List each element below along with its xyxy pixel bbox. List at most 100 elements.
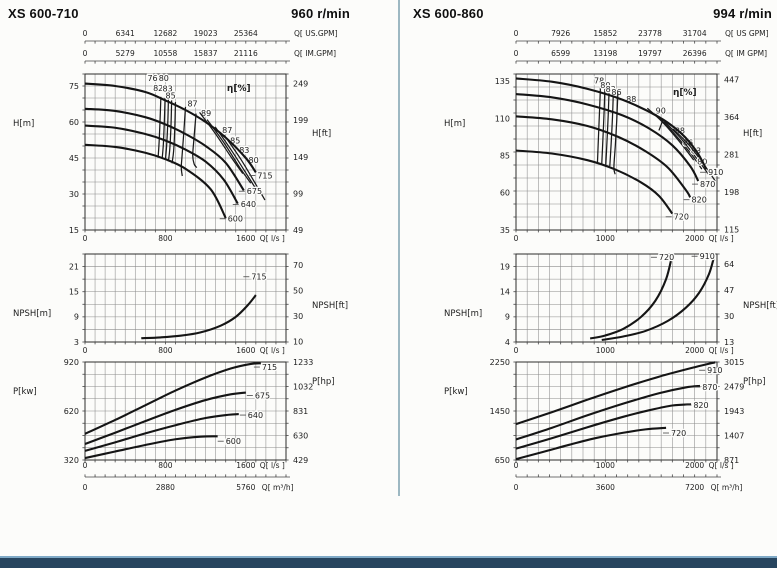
efficiency-label: 86: [611, 88, 621, 97]
x-axis-tick-label: 1600: [236, 234, 255, 243]
gpm-tick-label: 13198: [593, 49, 617, 58]
impeller-diameter-label: 715: [251, 273, 266, 282]
y-axis-tick-label: 920: [64, 358, 79, 367]
m3h-tick-label: 2880: [156, 483, 175, 492]
panel-right-header: XS 600-860 994 r/min: [413, 6, 772, 21]
y-axis-right-tick-label: 447: [724, 75, 739, 84]
pump-model-title: XS 600-710: [8, 6, 79, 21]
gpm-tick-label: 31704: [683, 29, 707, 38]
impeller-diameter-label: 720: [674, 213, 689, 222]
efficiency-contour: [180, 106, 187, 177]
impeller-diameter-label: 870: [702, 383, 717, 392]
x-axis-tick-label: 0: [514, 346, 519, 355]
im-gpm-axis: 0 6599 13198 19797 26396 Q[ IM GPM]: [514, 49, 767, 64]
y-axis-tick-label: 85: [500, 152, 510, 161]
y-axis-right-title: P[hp]: [743, 377, 766, 387]
gpm-tick-label: 19023: [194, 29, 218, 38]
y-axis-tick-label: 75: [69, 82, 79, 91]
gpm-tick-label: 15852: [593, 29, 617, 38]
y-axis-title: NPSH[m]: [444, 309, 482, 319]
pump-curve-chart: 0 6341 12682 19023 25364 Q[ US.GPM] 0 5279 10558…: [13, 29, 348, 492]
x-axis-tick-label: 0: [514, 461, 519, 470]
x-axis-tick-label: 2000: [685, 461, 704, 470]
efficiency-label: 76: [147, 74, 157, 83]
impeller-diameter-label: 720: [671, 429, 686, 438]
y-axis-right-title: NPSH[ft]: [743, 301, 777, 311]
impeller-diameter-label: 640: [241, 200, 256, 209]
pump-chart-panel-right: 0 7926 15852 23778 31704 Q[ US GPM] 0 6599 13198…: [400, 0, 777, 500]
y-axis-right-tick-label: 13: [724, 338, 734, 347]
gpm-unit-label: Q[ US GPM]: [725, 29, 769, 38]
head-chart: 35 60 85 110 135 115 198 281 364 447 H[m] H[ft] 0 100…: [444, 73, 762, 243]
us-gpm-axis: 0 7926 15852 23778 31704 Q[ US GPM]: [514, 29, 769, 44]
efficiency-label: 83: [606, 85, 616, 94]
im-gpm-axis: 0 5279 10558 15837 21116 Q[ IM.GPM]: [83, 49, 336, 64]
y-axis-tick-label: 620: [64, 407, 79, 416]
gpm-tick-label: 0: [514, 29, 519, 38]
x-axis-tick-label: 1600: [236, 461, 255, 470]
y-axis-right-tick-label: 49: [293, 226, 303, 235]
y-axis-right-title: H[ft]: [312, 129, 331, 139]
y-axis-right-tick-label: 249: [293, 80, 308, 89]
gpm-tick-label: 23778: [638, 29, 662, 38]
impeller-diameter-label: 640: [248, 411, 263, 420]
gpm-tick-label: 5279: [116, 49, 135, 58]
impeller-diameter-label: 910: [707, 366, 722, 375]
x-axis-tick-label: 800: [158, 461, 173, 470]
y-axis-right-tick-label: 1943: [724, 407, 744, 416]
impeller-diameter-label: 675: [247, 187, 262, 196]
gpm-tick-label: 6341: [116, 29, 135, 38]
pump-chart-panel-left: 0 6341 12682 19023 25364 Q[ US.GPM] 0 5279 10558…: [0, 0, 399, 500]
y-axis-right-tick-label: 3015: [724, 358, 744, 367]
m3h-unit-label: Q[ m³/h]: [262, 483, 294, 492]
x-axis-tick-label: 800: [158, 346, 173, 355]
x-axis-tick-label: 1000: [596, 346, 615, 355]
pump-curve-chart: 0 7926 15852 23778 31704 Q[ US GPM]0 6599 13198…: [444, 29, 777, 492]
impeller-diameter-label: 820: [693, 401, 708, 410]
y-axis-right-tick-label: 199: [293, 116, 308, 125]
efficiency-label: 85: [166, 91, 176, 100]
m3h-unit-label: Q[ m³/h]: [711, 483, 743, 492]
efficiency-contour: [171, 102, 177, 164]
x-axis-tick-label: 2000: [685, 346, 704, 355]
efficiency-label: 88: [626, 95, 636, 104]
y-axis-tick-label: 135: [495, 77, 510, 86]
y-axis-tick-label: 35: [500, 226, 510, 235]
power-chart: 320 620 920 429 630 831 1032 1233 P[kw] P[hp] 0 800…: [13, 358, 335, 470]
y-axis-right-tick-label: 1233: [293, 358, 313, 367]
impeller-diameter-label: 720: [659, 253, 674, 262]
efficiency-label: 83: [163, 84, 173, 93]
m3h-axis: 0 3600 7200 Q[ m³/h]: [514, 474, 743, 492]
efficiency-contour: [214, 126, 258, 191]
y-axis-tick-label: 19: [500, 262, 510, 271]
impeller-diameter-label: 870: [700, 180, 715, 189]
x-axis-tick-label: 0: [83, 234, 88, 243]
impeller-diameter-label: 600: [226, 437, 241, 446]
impeller-diameter-label: 910: [708, 168, 723, 177]
m3h-tick-label: 7200: [685, 483, 704, 492]
curve-720: [589, 256, 673, 340]
gpm-tick-label: 19797: [638, 49, 662, 58]
gpm-tick-label: 12682: [153, 29, 177, 38]
curve-820: [515, 403, 692, 450]
eta-percent-label: η[%]: [227, 84, 251, 94]
efficiency-label: 80: [249, 156, 259, 165]
efficiency-contour: [596, 87, 602, 163]
y-axis-right-tick-label: 149: [293, 153, 308, 162]
y-axis-tick-label: 650: [495, 456, 510, 465]
y-axis-right-title: P[hp]: [312, 377, 335, 387]
y-axis-right-tick-label: 630: [293, 431, 308, 440]
y-axis-right-tick-label: 47: [724, 286, 734, 295]
panel-left-header: XS 600-710 960 r/min: [8, 6, 350, 21]
y-axis-tick-label: 2250: [490, 358, 510, 367]
y-axis-tick-label: 1450: [490, 407, 510, 416]
y-axis-tick-label: 9: [74, 313, 79, 322]
curve-640: [84, 413, 239, 452]
y-axis-right-tick-label: 1407: [724, 431, 744, 440]
y-axis-right-tick-label: 871: [724, 456, 739, 465]
x-axis-unit-label: Q[ l/s ]: [709, 234, 734, 243]
efficiency-label: 82: [153, 84, 163, 93]
efficiency-contour: [654, 113, 703, 170]
efficiency-contour: [157, 96, 162, 157]
efficiency-contour: [609, 91, 614, 167]
